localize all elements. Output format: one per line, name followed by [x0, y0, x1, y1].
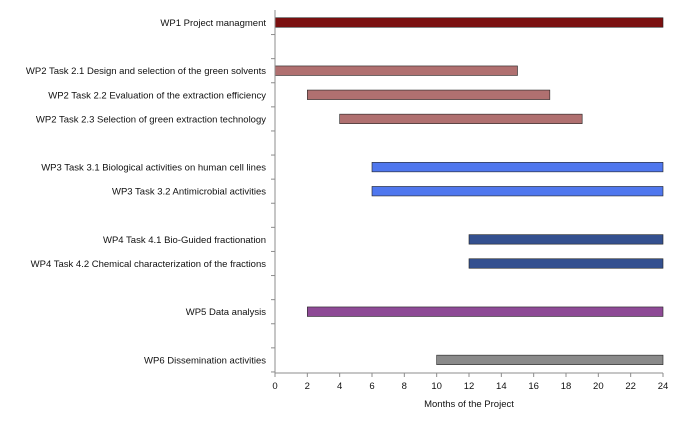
x-tick-label: 4 [337, 381, 342, 392]
x-tick-label: 8 [402, 381, 407, 392]
x-tick-label: 6 [369, 381, 374, 392]
task-bars [274, 17, 664, 365]
x-tick-label: 24 [658, 381, 669, 392]
task-label-5: WP3 Task 3.1 Biological activities on hu… [41, 163, 266, 174]
x-tick-label: 14 [496, 381, 507, 392]
x-tick-label: 2 [305, 381, 310, 392]
task-label-2: WP2 Task 2.1 Design and selection of the… [26, 66, 266, 77]
task-bar-10 [436, 354, 664, 365]
x-tick-label: 16 [528, 381, 539, 392]
task-bar-4 [339, 113, 583, 124]
task-label-10: WP6 Dissemination activities [144, 355, 266, 366]
x-tick-label: 20 [593, 381, 604, 392]
task-label-7: WP4 Task 4.1 Bio-Guided fractionation [103, 235, 266, 246]
task-bar-5 [371, 162, 664, 173]
x-tick-label: 12 [464, 381, 475, 392]
task-label-4: WP2 Task 2.3 Selection of green extracti… [36, 114, 266, 125]
task-labels: WP1 Project managment WP2 Task 2.1 Design… [26, 18, 266, 366]
task-label-9: WP5 Data analysis [186, 307, 267, 318]
task-bar-9 [307, 306, 664, 317]
task-bar-2 [274, 65, 518, 76]
x-axis [271, 10, 664, 377]
task-label-1: WP1 Project managment [160, 18, 266, 29]
task-bar-3 [307, 89, 551, 100]
x-tick-label: 10 [431, 381, 442, 392]
task-label-8: WP4 Task 4.2 Chemical characterization o… [31, 259, 267, 270]
task-label-6: WP3 Task 3.2 Antimicrobial activities [112, 187, 266, 198]
x-tick-label: 18 [561, 381, 572, 392]
task-label-3: WP2 Task 2.2 Evaluation of the extractio… [48, 90, 266, 101]
task-bar-1 [274, 17, 664, 28]
task-bar-8 [468, 258, 664, 269]
x-axis-label: Months of the Project [424, 399, 514, 410]
x-tick-label: 22 [625, 381, 636, 392]
x-tick-labels: 0 2 4 6 8 10 12 14 16 18 20 22 24 [272, 381, 668, 392]
task-bar-6 [371, 186, 664, 197]
task-bar-7 [468, 234, 664, 245]
x-tick-label: 0 [272, 381, 277, 392]
